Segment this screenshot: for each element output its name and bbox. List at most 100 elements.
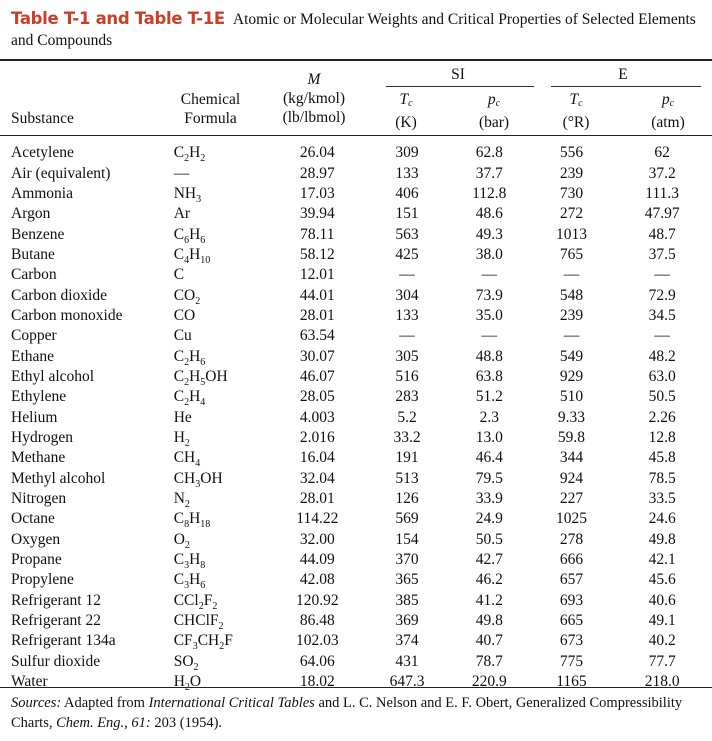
header-m-unit-e: (lb/lbmol) <box>282 109 346 126</box>
sources-book: International Critical Tables <box>148 695 315 711</box>
cell-pc-bar: 79.5 <box>475 469 503 487</box>
cell-tc-r: 548 <box>559 286 584 304</box>
cell-tc-k: 369 <box>395 612 419 630</box>
cell-substance: Refrigerant 134a <box>11 632 116 650</box>
header-pc-bar: pc (bar) <box>459 90 529 132</box>
cell-molar-mass: 63.54 <box>299 327 335 345</box>
cell-molar-mass: 44.01 <box>299 286 335 304</box>
table-row: Butane C4H10 58.12 425 38.0 765 37.5 <box>0 245 712 266</box>
cell-pc-bar: 41.2 <box>475 591 503 609</box>
cell-pc-bar: 49.8 <box>475 612 503 630</box>
cell-formula: Cu <box>173 327 192 345</box>
cell-formula: C3H8 <box>173 551 206 572</box>
cell-pc-atm: 63.0 <box>648 367 676 385</box>
cell-pc-bar: 51.2 <box>475 388 503 406</box>
cell-pc-atm: 37.2 <box>648 164 676 182</box>
cell-formula: Ar <box>173 205 191 223</box>
cell-molar-mass: 26.04 <box>299 144 335 162</box>
cell-substance: Propane <box>11 551 62 569</box>
table-row: Refrigerant 22 CHClF2 86.48 369 49.8 665 49.1 <box>0 611 712 633</box>
cell-formula: C2H4 <box>173 388 206 409</box>
header-pc-atm: pc (atm) <box>631 90 705 132</box>
sources-note: Sources: Adapted from International Crit… <box>11 693 701 733</box>
table-body: Acetylene C2H2 26.04 309 62.8 556 62 Air (equiv… <box>0 143 712 693</box>
cell-molar-mass: 46.07 <box>299 367 335 385</box>
tc-r-unit: (°R) <box>562 114 590 131</box>
cell-tc-r: 239 <box>559 306 584 324</box>
cell-formula: CHClF2 <box>173 612 224 633</box>
cell-substance: Oxygen <box>11 530 61 548</box>
cell-formula: C <box>173 266 185 284</box>
sources-text2: and L. C. Nelson and E. F. Obert, Genera… <box>11 695 683 731</box>
cell-pc-atm: 72.9 <box>648 286 676 304</box>
cell-tc-k: 563 <box>395 225 419 243</box>
cell-pc-bar: 50.5 <box>475 530 503 548</box>
cell-molar-mass: 78.11 <box>300 225 335 243</box>
cell-tc-r: 693 <box>559 591 584 609</box>
cell-molar-mass: 32.00 <box>299 530 335 548</box>
cell-formula: CH3OH <box>173 469 223 490</box>
cell-tc-r: 9.33 <box>557 408 586 426</box>
cell-formula: CF3CH2F <box>173 632 233 653</box>
cell-pc-bar: 42.7 <box>475 551 503 569</box>
cell-tc-k: 151 <box>395 205 419 223</box>
pc-atm-unit: (atm) <box>651 114 685 131</box>
cell-tc-r: 510 <box>559 388 584 406</box>
tc-k-unit: (K) <box>395 114 417 131</box>
cell-substance: Butane <box>11 245 55 263</box>
cell-pc-bar: 220.9 <box>471 673 507 691</box>
tc-r-symbol: T <box>569 91 579 108</box>
cell-pc-atm: 111.3 <box>645 184 680 202</box>
cell-molar-mass: 18.02 <box>299 673 335 691</box>
cell-formula: CH4 <box>173 449 201 470</box>
cell-molar-mass: 114.22 <box>296 510 339 528</box>
cell-pc-atm: 78.5 <box>648 469 676 487</box>
header-m-unit-si: (kg/kmol) <box>283 90 345 107</box>
cell-pc-atm: 48.7 <box>648 225 676 243</box>
cell-formula: N2 <box>173 490 190 511</box>
cell-pc-bar: 40.7 <box>475 632 503 650</box>
table-row: Refrigerant 134a CF3CH2F 102.03 374 40.7 673 4… <box>0 631 712 653</box>
cell-pc-bar: 112.8 <box>472 184 507 202</box>
cell-pc-atm: 45.6 <box>648 571 676 589</box>
cell-tc-k: 406 <box>395 184 419 202</box>
cell-substance: Argon <box>11 205 51 223</box>
cell-molar-mass: 102.03 <box>296 632 339 650</box>
cell-tc-k: 431 <box>395 652 419 670</box>
cell-tc-k: 569 <box>395 510 419 528</box>
cell-tc-k: 370 <box>395 551 419 569</box>
cell-tc-r: 730 <box>559 184 584 202</box>
cell-formula: C2H2 <box>173 144 206 165</box>
cell-molar-mass: 16.04 <box>299 449 335 467</box>
cell-molar-mass: 2.016 <box>299 428 335 446</box>
cell-pc-bar: 73.9 <box>475 286 503 304</box>
cell-molar-mass: 28.05 <box>299 388 335 406</box>
cell-substance: Carbon dioxide <box>11 286 107 304</box>
cell-formula: C4H10 <box>173 245 211 266</box>
cell-formula: C6H6 <box>173 225 206 246</box>
table-row: Ethane C2H6 30.07 305 48.8 549 48.2 <box>0 346 712 368</box>
cell-substance: Ethyl alcohol <box>11 367 95 385</box>
table-row: Methyl alcohol CH3OH 32.04 513 79.5 924 78.5 <box>0 469 712 490</box>
table-caption: Table T-1 and Table T-1E Atomic or Molecu… <box>11 8 701 51</box>
cell-pc-atm: 47.97 <box>644 205 680 223</box>
cell-tc-r: 666 <box>559 551 584 569</box>
cell-pc-atm: 62 <box>654 144 670 162</box>
cell-tc-k: 283 <box>395 388 419 406</box>
cell-formula: CO2 <box>173 286 201 307</box>
cell-pc-atm: 48.2 <box>648 347 676 365</box>
cell-substance: Copper <box>11 327 57 345</box>
cell-formula: NH3 <box>173 184 202 205</box>
table-row: Carbon dioxide CO2 44.01 304 73.9 548 72.9 <box>0 285 712 307</box>
header-molar-mass: M (kg/kmol) (lb/lbmol) <box>265 70 363 127</box>
cell-pc-atm: 24.6 <box>648 510 676 528</box>
cell-formula: He <box>173 408 192 426</box>
pc-bar-unit: (bar) <box>478 114 510 131</box>
cell-pc-bar: 37.7 <box>475 164 503 182</box>
cell-formula: C2H6 <box>173 347 206 368</box>
table-label: Table T-1 and Table T-1E <box>11 9 225 28</box>
cell-pc-bar: 49.3 <box>475 225 503 243</box>
cell-substance: Carbon monoxide <box>11 306 123 324</box>
header-m-symbol: M <box>307 71 321 88</box>
cell-tc-r: — <box>563 266 580 284</box>
